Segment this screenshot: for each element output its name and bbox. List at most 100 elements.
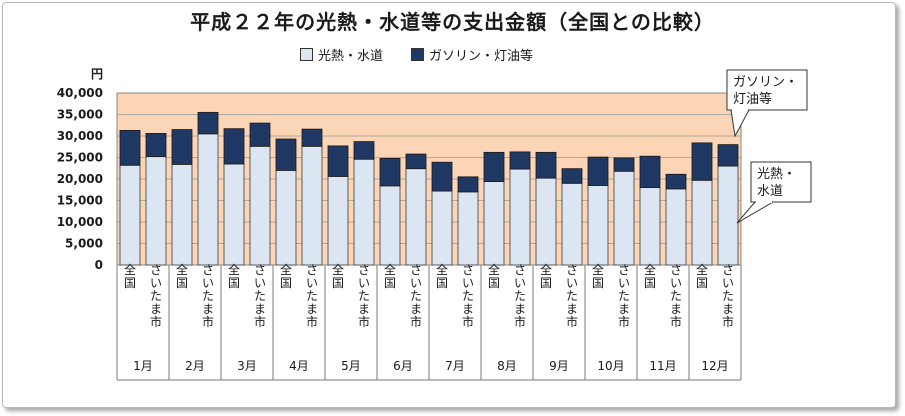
callout-box	[726, 69, 808, 111]
category-label: 全国	[540, 262, 552, 290]
category-label: 全国	[696, 262, 708, 290]
bar-segment-light	[379, 185, 401, 266]
bar-segment-dark	[145, 133, 167, 158]
bar-segment-dark	[301, 128, 323, 147]
y-tick-label: 40,000	[57, 86, 103, 100]
month-label: 12月	[701, 359, 728, 373]
y-tick-label: 0	[95, 258, 103, 272]
category-label: 全国	[436, 262, 448, 290]
category-label: 全国	[228, 262, 240, 290]
bar-segment-dark	[353, 141, 375, 160]
bar-segment-light	[717, 165, 739, 266]
bar-segment-dark	[119, 130, 141, 166]
legend-item-dark: ガソリン・灯油等	[411, 45, 533, 64]
bar-segment-dark	[431, 161, 453, 192]
bar-segment-light	[327, 176, 349, 266]
month-label: 6月	[393, 359, 413, 373]
bar-segment-light	[405, 168, 427, 266]
category-label: さいたま市	[618, 263, 630, 329]
bar-segment-dark	[665, 173, 687, 190]
bar-segment-light	[613, 170, 635, 266]
gridlines	[117, 114, 741, 244]
y-tick-label: 10,000	[57, 215, 103, 229]
month-label: 9月	[549, 359, 569, 373]
y-unit-label: 円	[91, 67, 103, 81]
month-label: 4月	[289, 359, 309, 373]
bar-segment-light	[249, 145, 271, 266]
bar-segment-light	[457, 191, 479, 266]
callout-box	[750, 161, 812, 203]
category-label: さいたま市	[462, 263, 474, 329]
chart-title: 平成２２年の光熱・水道等の支出金額（全国との比較）	[190, 10, 715, 34]
x-axis: 全国 さいたま市 全国 さいたま市 全国 さいたま市 全国 さいたま市 全国 さいたま市 全国 さいた…	[116, 262, 742, 381]
bar-segment-dark	[691, 142, 713, 181]
bar-segment-dark	[483, 151, 505, 182]
month-label: 10月	[597, 359, 624, 373]
month-label: 5月	[341, 359, 361, 373]
category-label: さいたま市	[306, 263, 318, 329]
y-tick-label: 25,000	[57, 151, 103, 165]
bar-segment-light	[171, 163, 193, 266]
bar-segment-light	[197, 133, 219, 266]
bar-segment-dark	[717, 144, 739, 167]
category-label: 全国	[488, 262, 500, 290]
bar-segment-dark	[587, 156, 609, 186]
bar-segment-light	[301, 145, 323, 266]
bar-segment-dark	[197, 111, 219, 135]
month-label: 2月	[185, 359, 205, 373]
bar-segment-light	[535, 177, 557, 266]
bar-segment-dark	[249, 122, 271, 147]
category-label: さいたま市	[202, 263, 214, 329]
category-label: さいたま市	[254, 263, 266, 329]
month-label: 8月	[497, 359, 517, 373]
bar-segment-dark	[457, 176, 479, 193]
category-label: さいたま市	[722, 263, 734, 329]
legend: 光熱・水道 ガソリン・灯油等	[300, 44, 561, 64]
bar-segment-light	[509, 168, 531, 266]
month-label: 3月	[237, 359, 257, 373]
bars	[119, 111, 739, 266]
bar-segment-light	[639, 187, 661, 266]
legend-label-light: 光熱・水道	[318, 48, 384, 64]
month-label: 1月	[133, 359, 153, 373]
bar-segment-dark	[405, 153, 427, 170]
category-label: 全国	[280, 262, 292, 290]
y-tick-label: 5,000	[65, 237, 103, 251]
month-label: 7月	[445, 359, 465, 373]
callout-text: 灯油等	[733, 91, 772, 107]
bar-segment-light	[691, 179, 713, 266]
category-label: 全国	[332, 262, 344, 290]
category-label: さいたま市	[566, 263, 578, 329]
category-label: さいたま市	[514, 263, 526, 329]
bar-segment-dark	[223, 128, 245, 165]
category-label: 全国	[124, 262, 136, 290]
legend-swatch-light	[300, 47, 313, 61]
bar-segment-dark	[613, 157, 635, 172]
callout-pointer	[736, 201, 775, 224]
bar-segment-dark	[535, 151, 557, 179]
month-label: 11月	[649, 359, 676, 373]
y-axis: 40,000 35,000 30,000 25,000 20,000 15,000 10,0…	[57, 67, 103, 272]
legend-swatch-dark	[411, 47, 425, 61]
bar-segment-light	[561, 182, 583, 266]
legend-item-light: 光熱・水道	[300, 45, 383, 64]
callout-text: 水道	[757, 184, 783, 199]
bar-segment-light	[587, 185, 609, 266]
callout-text: ガソリン・	[733, 75, 798, 90]
bar-segment-light	[483, 181, 505, 266]
bar-segment-light	[353, 158, 375, 266]
bar-segment-light	[119, 164, 141, 266]
legend-label-dark: ガソリン・灯油等	[429, 48, 534, 64]
bar-segment-dark	[275, 138, 297, 171]
y-tick-label: 35,000	[57, 108, 103, 122]
bar-segment-dark	[509, 151, 531, 170]
bar-segment-light	[223, 163, 245, 266]
y-tick-label: 15,000	[57, 194, 103, 208]
y-tick-label: 20,000	[57, 172, 103, 186]
bar-segment-dark	[561, 168, 583, 184]
category-label: さいたま市	[358, 263, 370, 329]
category-label: さいたま市	[150, 263, 162, 329]
bar-segment-light	[431, 190, 453, 266]
bar-segment-dark	[171, 129, 193, 165]
